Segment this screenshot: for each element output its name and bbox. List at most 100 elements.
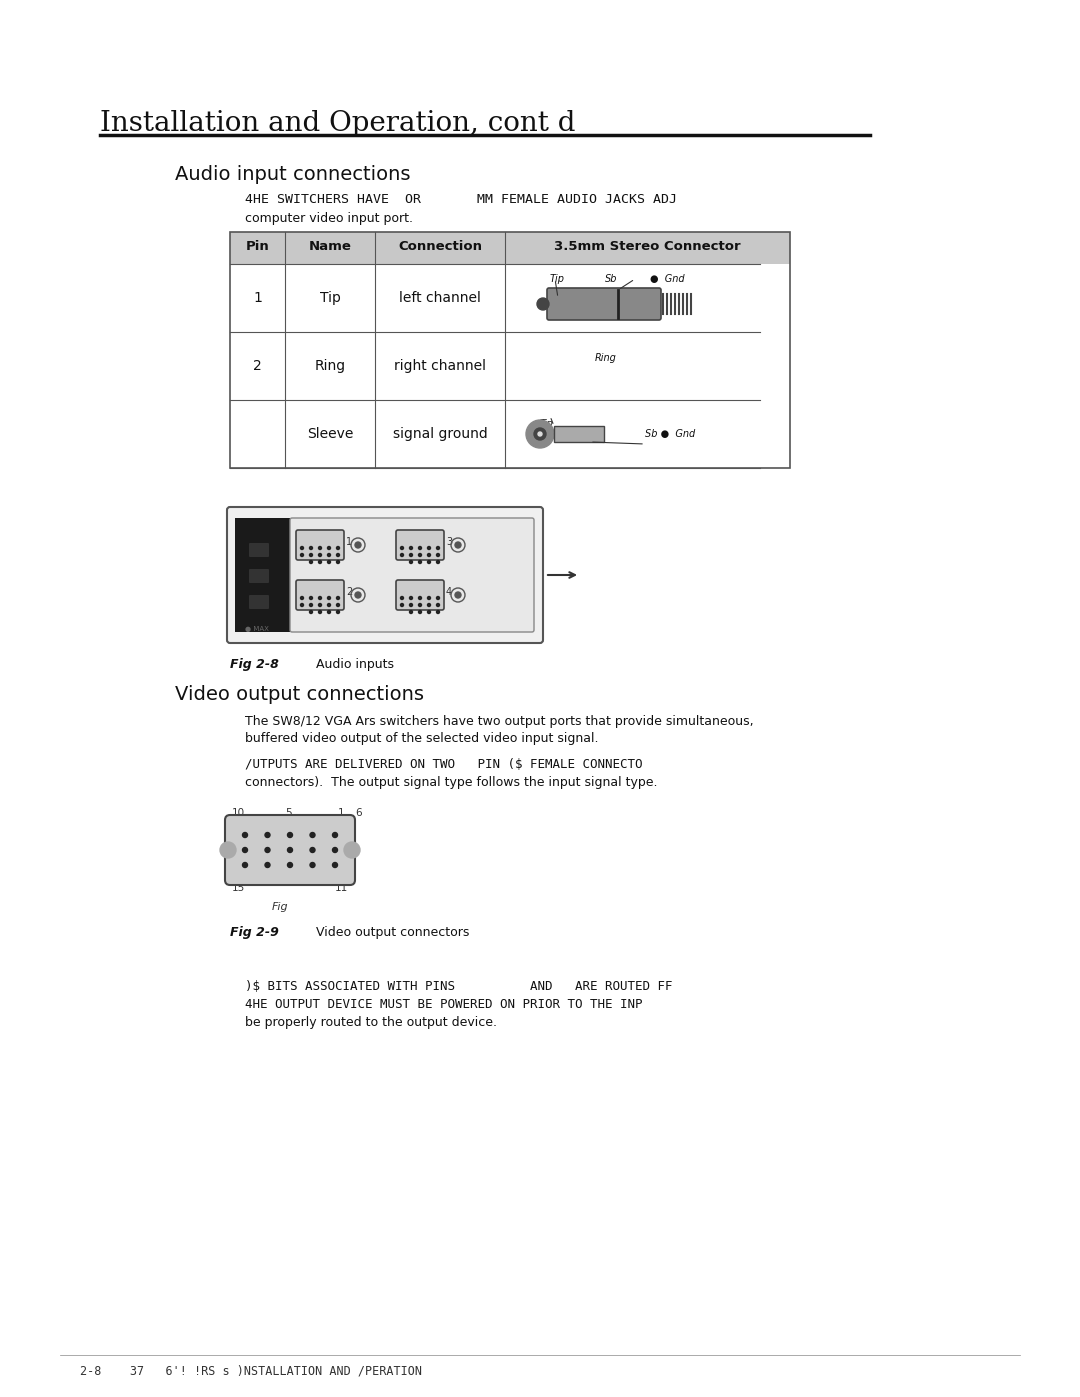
Circle shape	[409, 553, 413, 556]
Circle shape	[419, 546, 421, 549]
Circle shape	[345, 842, 360, 858]
Circle shape	[319, 597, 322, 599]
Text: Sb ●  Gnd: Sb ● Gnd	[645, 429, 696, 439]
FancyBboxPatch shape	[227, 507, 543, 643]
Circle shape	[455, 592, 461, 598]
FancyBboxPatch shape	[554, 426, 604, 441]
FancyBboxPatch shape	[249, 595, 269, 609]
Text: 3: 3	[446, 536, 453, 548]
Text: Video output connectors: Video output connectors	[300, 926, 470, 939]
Text: Ring: Ring	[314, 359, 346, 373]
Circle shape	[537, 298, 549, 310]
Text: 15: 15	[232, 883, 245, 893]
Text: right channel: right channel	[394, 359, 486, 373]
Circle shape	[265, 833, 270, 837]
Text: Ring: Ring	[595, 353, 617, 363]
Circle shape	[287, 848, 293, 852]
Circle shape	[419, 597, 421, 599]
Text: ●  Gnd: ● Gnd	[650, 274, 685, 284]
Circle shape	[401, 597, 404, 599]
FancyBboxPatch shape	[249, 569, 269, 583]
Circle shape	[428, 604, 431, 606]
Text: Tip: Tip	[320, 291, 340, 305]
Circle shape	[538, 432, 542, 436]
Circle shape	[409, 560, 413, 563]
Circle shape	[337, 546, 339, 549]
Circle shape	[436, 610, 440, 613]
Circle shape	[319, 604, 322, 606]
Circle shape	[310, 848, 315, 852]
Circle shape	[337, 610, 339, 613]
Text: 1: 1	[338, 807, 345, 819]
Circle shape	[243, 848, 247, 852]
Circle shape	[300, 553, 303, 556]
Circle shape	[337, 604, 339, 606]
Text: Tip: Tip	[540, 419, 554, 427]
Text: )$ BITS ASSOCIATED WITH PINS          AND   ARE ROUTED FF: )$ BITS ASSOCIATED WITH PINS AND ARE ROU…	[245, 981, 673, 993]
Circle shape	[409, 610, 413, 613]
Circle shape	[436, 604, 440, 606]
Text: Audio input connections: Audio input connections	[175, 165, 410, 184]
Text: 2: 2	[253, 359, 261, 373]
Circle shape	[409, 546, 413, 549]
Circle shape	[310, 610, 312, 613]
Text: I
N
P
U
T
S: I N P U T S	[295, 541, 301, 601]
Text: Tip: Tip	[550, 274, 565, 284]
Circle shape	[401, 553, 404, 556]
Text: Fig 2-9: Fig 2-9	[230, 926, 279, 939]
Circle shape	[419, 560, 421, 563]
Circle shape	[337, 553, 339, 556]
Text: 4: 4	[446, 587, 453, 597]
Circle shape	[409, 597, 413, 599]
Circle shape	[220, 842, 237, 858]
Text: Installation and Operation, cont d: Installation and Operation, cont d	[100, 110, 576, 137]
FancyBboxPatch shape	[296, 580, 345, 610]
FancyBboxPatch shape	[546, 288, 661, 320]
Text: 1: 1	[253, 291, 262, 305]
Text: signal ground: signal ground	[393, 427, 487, 441]
Circle shape	[310, 546, 312, 549]
Circle shape	[337, 560, 339, 563]
Text: 4HE SWITCHERS HAVE  OR       MM FEMALE AUDIO JACKS ADJ: 4HE SWITCHERS HAVE OR MM FEMALE AUDIO JA…	[245, 193, 677, 205]
FancyBboxPatch shape	[396, 529, 444, 560]
Circle shape	[337, 597, 339, 599]
Circle shape	[310, 597, 312, 599]
Circle shape	[300, 597, 303, 599]
FancyBboxPatch shape	[235, 518, 291, 631]
Circle shape	[428, 597, 431, 599]
Circle shape	[526, 420, 554, 448]
Circle shape	[319, 553, 322, 556]
Circle shape	[310, 560, 312, 563]
Circle shape	[428, 610, 431, 613]
Text: 2: 2	[346, 587, 352, 597]
Text: Fig 2-8: Fig 2-8	[230, 658, 279, 671]
Text: 11: 11	[335, 883, 348, 893]
Text: be properly routed to the output device.: be properly routed to the output device.	[245, 1016, 497, 1030]
Text: 10: 10	[232, 807, 245, 819]
Text: Sleeve: Sleeve	[307, 427, 353, 441]
Bar	[230, 232, 789, 468]
FancyBboxPatch shape	[249, 543, 269, 557]
Circle shape	[310, 833, 315, 837]
Circle shape	[243, 833, 247, 837]
Circle shape	[428, 560, 431, 563]
Text: The SW8/12 VGA Ars switchers have two output ports that provide simultaneous,: The SW8/12 VGA Ars switchers have two ou…	[245, 715, 754, 728]
Text: Name: Name	[309, 239, 351, 253]
Circle shape	[534, 427, 546, 440]
Text: 1: 1	[346, 536, 352, 548]
Circle shape	[327, 546, 330, 549]
Circle shape	[265, 848, 270, 852]
Circle shape	[319, 546, 322, 549]
Circle shape	[327, 597, 330, 599]
FancyBboxPatch shape	[230, 232, 789, 264]
FancyBboxPatch shape	[291, 518, 534, 631]
Circle shape	[333, 833, 337, 837]
Circle shape	[355, 592, 361, 598]
Text: 2-8    37   6'! !RS s )NSTALLATION AND /PERATION: 2-8 37 6'! !RS s )NSTALLATION AND /PERAT…	[80, 1365, 422, 1377]
Circle shape	[428, 553, 431, 556]
Circle shape	[327, 553, 330, 556]
Circle shape	[333, 862, 337, 868]
Text: left channel: left channel	[400, 291, 481, 305]
Circle shape	[333, 848, 337, 852]
Text: Video output connections: Video output connections	[175, 685, 424, 704]
